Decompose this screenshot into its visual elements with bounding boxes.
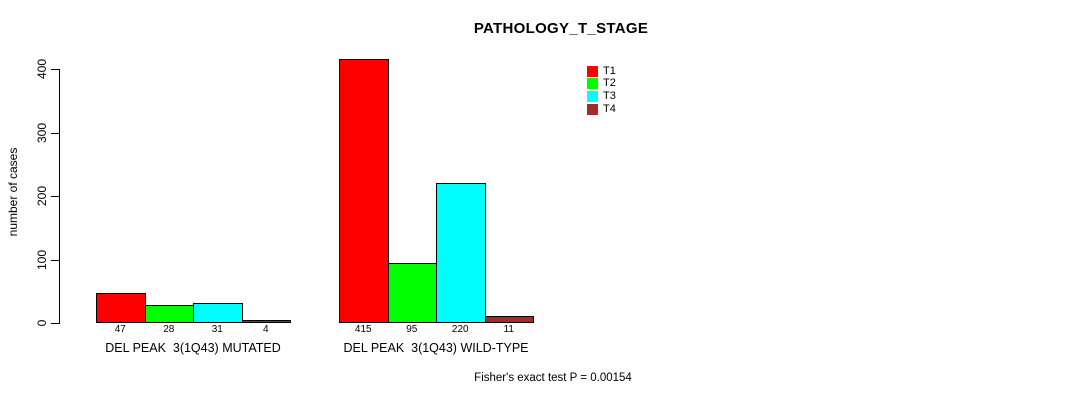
y-tick-mark	[51, 132, 59, 134]
bar-value-label-t1-mutated: 47	[114, 324, 126, 335]
legend-label-t2: T2	[603, 77, 616, 90]
y-axis-line	[59, 69, 60, 324]
bar-t3-mutated	[193, 303, 243, 323]
legend-label-t3: T3	[603, 89, 616, 102]
x-category-label-mutated: DEL PEAK 3(1Q43) MUTATED	[105, 341, 281, 355]
bar-value-label-t2-wild-type: 95	[406, 324, 418, 335]
bar-value-label-t3-wild-type: 220	[451, 324, 469, 335]
legend-swatch-t3	[587, 90, 598, 102]
bar-value-label-t4-wild-type: 11	[503, 324, 514, 335]
bar-t1-mutated	[96, 293, 146, 323]
y-tick-mark	[51, 259, 59, 261]
bar-t4-mutated	[241, 320, 291, 323]
chart-title: PATHOLOGY_T_STAGE	[473, 20, 649, 37]
legend-label-t4: T4	[603, 102, 616, 115]
bar-value-label-t2-mutated: 28	[163, 324, 175, 335]
y-tick-mark	[51, 323, 59, 324]
stat-test-note: Fisher's exact test P = 0.00154	[474, 372, 632, 384]
y-tick-mark	[51, 69, 59, 70]
legend-swatch-t2	[587, 78, 598, 90]
y-tick-mark	[51, 196, 59, 197]
legend-swatch-t1	[587, 65, 598, 77]
bar-value-label-t4-mutated: 4	[262, 324, 269, 335]
bar-t2-wild-type	[387, 262, 437, 323]
bar-t1-wild-type	[339, 59, 389, 323]
bar-value-label-t1-wild-type: 415	[354, 324, 372, 335]
bar-value-label-t3-mutated: 31	[211, 324, 223, 335]
bar-t4-wild-type	[484, 316, 534, 323]
x-category-label-wild-type: DEL PEAK 3(1Q43) WILD-TYPE	[343, 341, 529, 355]
legend-label-t1: T1	[603, 64, 616, 77]
bar-t3-wild-type	[436, 183, 486, 323]
legend-swatch-t4	[587, 103, 598, 115]
